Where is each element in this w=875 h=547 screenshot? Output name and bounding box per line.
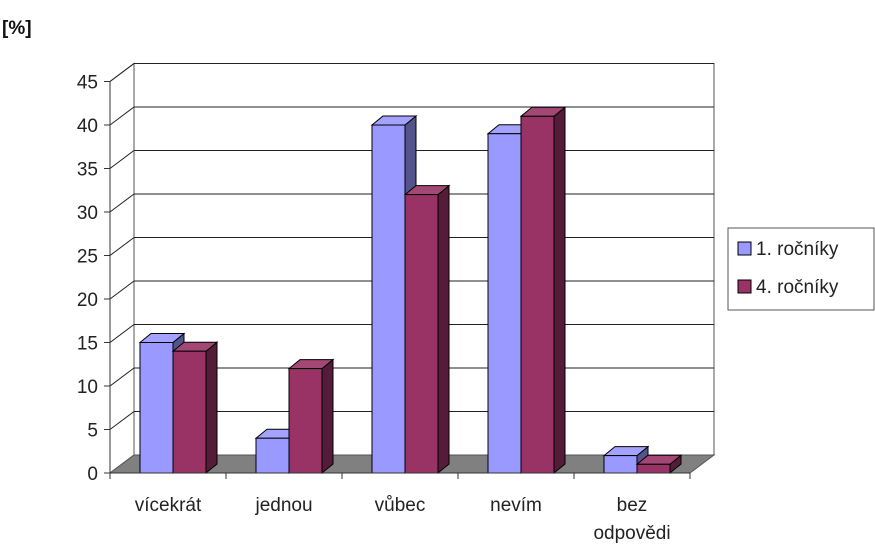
gridline-side (109, 150, 135, 169)
x-tick-label: odpovědi (593, 523, 670, 544)
x-tick-label: vícekrát (135, 495, 202, 516)
bar-side (321, 358, 334, 475)
gridline-side (109, 324, 135, 343)
legend-swatch (737, 241, 752, 256)
bar-side (437, 184, 450, 475)
y-tick-label: 20 (77, 290, 98, 311)
y-axis-label: [%] (2, 18, 32, 39)
bar-2-4 (519, 106, 567, 475)
y-tick-label: 10 (77, 377, 98, 398)
gridline-side (109, 237, 135, 256)
bar-1-3 (370, 114, 418, 475)
gridline-side (109, 280, 135, 300)
chart-legend: 1. ročníky 4. ročníky (727, 227, 875, 311)
bar-front (139, 342, 174, 474)
bar-front (636, 463, 671, 474)
gridline-side (109, 63, 135, 82)
bar-2-3 (403, 184, 451, 475)
gridline-side (109, 106, 135, 126)
y-tick-label: 45 (77, 73, 98, 94)
x-tick-label: nevím (490, 495, 542, 516)
bar-front (172, 350, 207, 474)
legend-entry: 1. ročníky (756, 239, 839, 260)
gridline-side (109, 193, 135, 213)
y-tick-label: 40 (77, 116, 98, 137)
side-wall (109, 62, 135, 474)
bar-front (288, 368, 323, 474)
bar-side (553, 106, 566, 475)
legend-box (727, 227, 875, 311)
y-tick-label: 35 (77, 160, 98, 181)
bar-front (255, 437, 290, 474)
y-tick-label: 0 (87, 464, 98, 485)
bar-side (205, 341, 218, 475)
bar-front (371, 124, 406, 474)
legend-swatch (737, 279, 752, 294)
chart-bars (138, 106, 683, 475)
y-tick-label: 25 (77, 247, 98, 268)
chart-axes: 0 5 10 15 20 25 30 35 40 45 vícekrát jednou vůbec nev… (2, 18, 691, 544)
x-tick-label: vůbec (375, 495, 426, 516)
y-tick-label: 15 (77, 334, 98, 355)
legend-entry: 4. ročníky (756, 277, 839, 298)
bar-front (404, 194, 439, 474)
x-tick-label: bez (617, 495, 648, 516)
bar-front (520, 115, 555, 474)
x-tick-label: jednou (254, 495, 312, 516)
y-tick-label: 5 (87, 421, 98, 442)
gridline-side (109, 411, 135, 430)
gridline-side (109, 367, 135, 387)
bar-front (603, 455, 638, 474)
bar-2-5 (635, 454, 683, 475)
y-tick-label: 30 (77, 203, 98, 224)
bar-2-2 (287, 358, 335, 475)
bar-2-1 (171, 341, 219, 475)
bar-front (487, 133, 522, 474)
